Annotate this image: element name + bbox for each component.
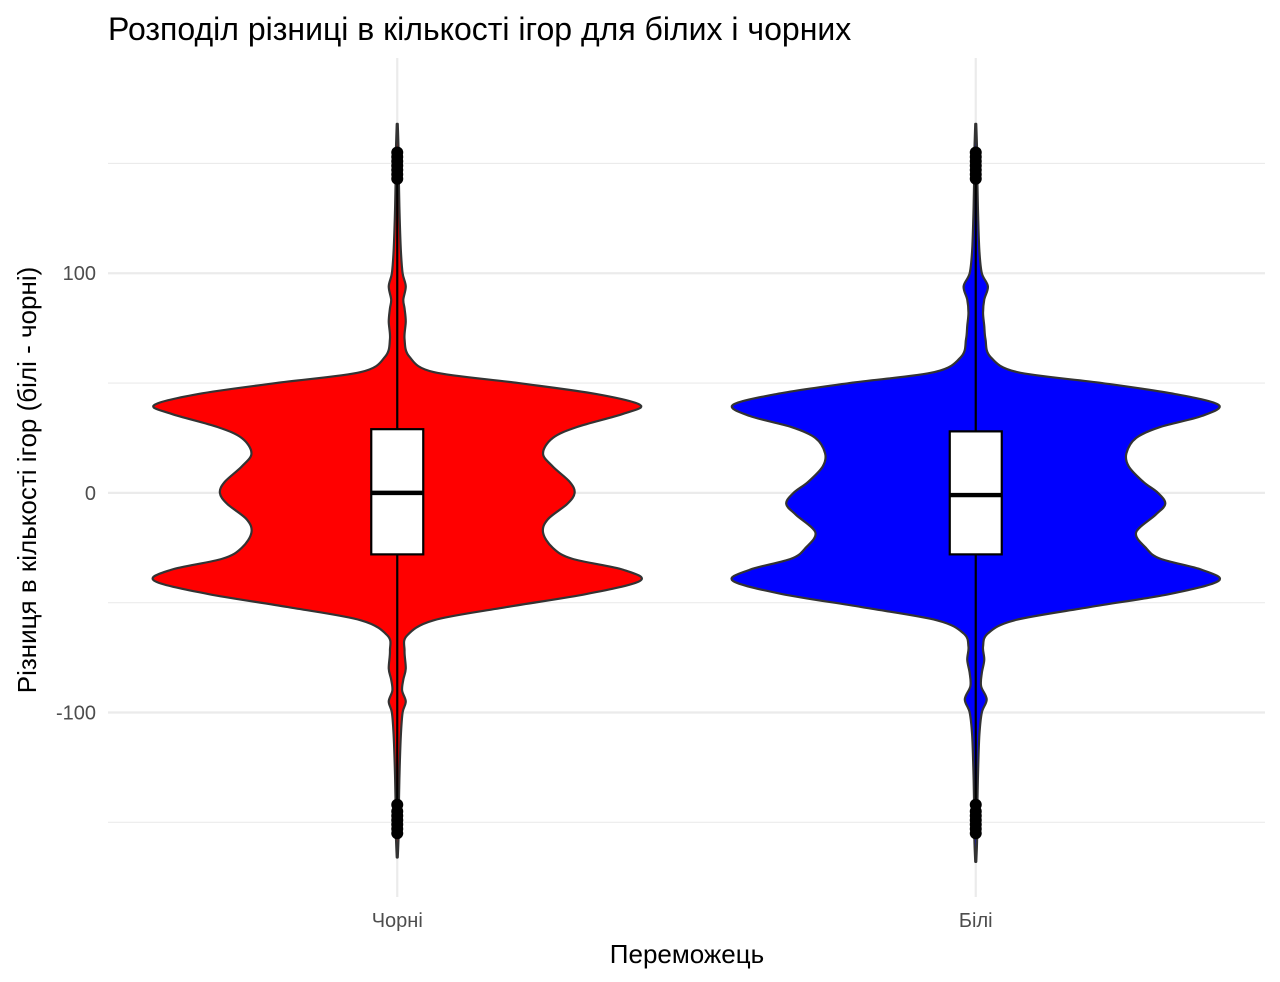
x-tick-labels: Чорні Білі	[372, 910, 993, 932]
y-tick-label: -100	[56, 703, 96, 725]
boxplots	[370, 146, 1003, 840]
y-tick-label: 0	[85, 483, 96, 505]
x-axis-title: Переможець	[610, 939, 764, 969]
y-tick-labels: -100 0 100	[56, 263, 96, 724]
chart-title: Розподіл різниці в кількості ігор для бі…	[108, 11, 851, 47]
outlier-point	[391, 827, 404, 840]
outlier-point	[391, 146, 404, 159]
y-axis-title: Різниця в кількості ігор (білі - чорні)	[12, 267, 42, 694]
outlier-point	[969, 827, 982, 840]
y-tick-label: 100	[63, 263, 96, 285]
outlier-point	[969, 146, 982, 159]
x-tick-label: Чорні	[372, 910, 423, 932]
x-tick-label: Білі	[959, 910, 993, 932]
